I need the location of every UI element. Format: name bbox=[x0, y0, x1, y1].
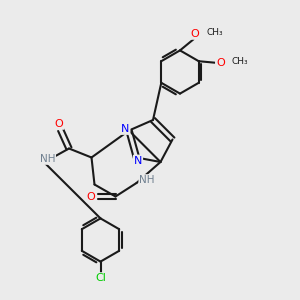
Text: CH₃: CH₃ bbox=[232, 57, 248, 66]
Text: NH: NH bbox=[139, 175, 155, 185]
Text: Cl: Cl bbox=[95, 273, 106, 283]
Text: O: O bbox=[55, 119, 64, 129]
Text: O: O bbox=[216, 58, 225, 68]
Text: N: N bbox=[121, 124, 130, 134]
Text: N: N bbox=[134, 155, 142, 166]
Text: CH₃: CH₃ bbox=[206, 28, 223, 37]
Text: O: O bbox=[86, 191, 95, 202]
Text: NH: NH bbox=[40, 154, 55, 164]
Text: O: O bbox=[190, 29, 200, 39]
